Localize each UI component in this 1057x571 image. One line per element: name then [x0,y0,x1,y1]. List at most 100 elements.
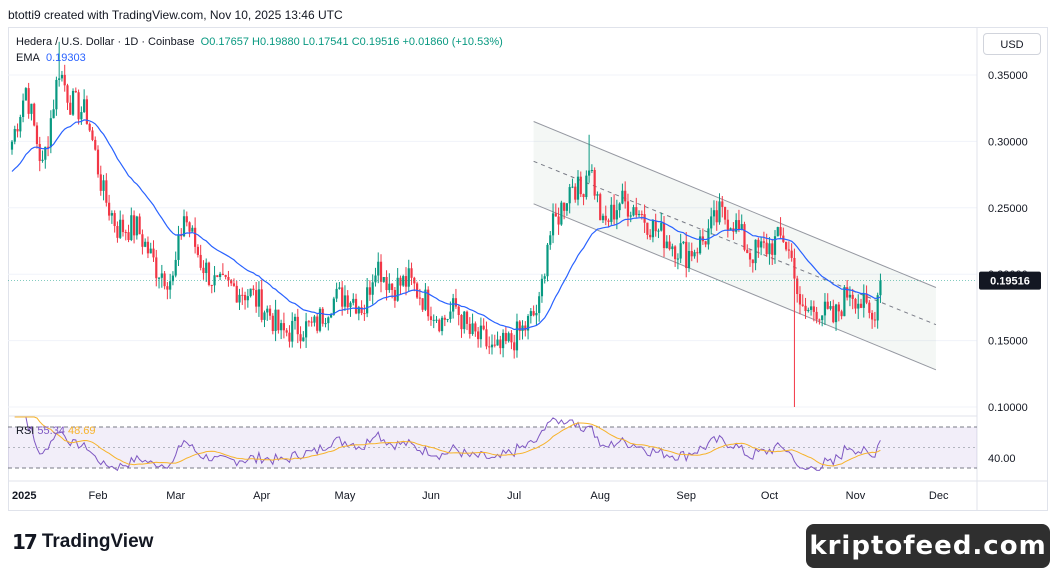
candle-body [568,187,571,204]
candle-body [213,275,216,286]
candle-body [205,262,208,274]
candle-body [155,257,158,279]
candle-body [174,259,177,276]
candle-body [865,293,868,303]
candle-body [194,227,197,247]
candle-body [232,283,236,286]
candle-body [440,317,444,332]
candle-body [410,268,413,278]
ema-legend[interactable]: EMA 0.19303 [16,52,86,64]
candle-body [421,298,424,310]
candle-body [85,99,89,124]
candle-body [626,201,630,217]
time-tick-label: Feb [89,490,108,502]
candle-body [804,305,807,312]
candle-body [163,273,166,287]
candle-body [132,215,136,236]
candle-body [796,278,799,295]
candle-body [868,302,871,313]
ema-value: 0.19303 [45,52,86,64]
candle-body [712,210,716,217]
candle-body [379,261,383,282]
candle-body [823,301,827,316]
candle-body [268,308,272,316]
candle-body [585,175,588,198]
candle-body [293,316,297,321]
candle-body [493,344,496,346]
candle-body [41,159,44,161]
candle-body [751,259,754,264]
candle-body [177,234,180,260]
candle-body [507,333,510,342]
candle-body [798,294,802,305]
channel-fill [533,121,936,370]
candle-body [252,288,255,291]
candle-body [141,234,144,247]
ema-label: EMA [16,52,40,64]
candle-body [124,232,127,234]
candle-body [743,224,746,250]
candle-body [543,276,546,279]
candle-body [526,316,530,331]
time-tick-label: Nov [846,490,866,502]
candle-body [288,332,291,342]
candle-body [385,277,388,291]
rsi-value: 55.34 [37,425,65,437]
candle-body [280,323,283,331]
candle-body [196,246,199,255]
candle-body [66,85,69,103]
candle-body [96,149,100,175]
candle-body [291,320,294,342]
candle-body [60,74,64,79]
candle-body [546,244,549,277]
candle-body [52,109,55,119]
candlestick-series [10,41,882,407]
candle-body [382,277,385,282]
price-tick-label: 0.30000 [988,136,1028,148]
currency-selector[interactable]: USD [983,33,1041,55]
candle-body [83,99,86,113]
candle-body [363,313,366,315]
candle-body [690,250,693,257]
symbol-legend[interactable]: Hedera / U.S. Dollar · 1D · Coinbase O0.… [16,36,503,48]
candle-body [332,298,335,315]
candle-body [873,319,876,321]
candle-body [435,319,438,321]
candle-body [135,216,138,236]
candle-body [318,308,322,331]
candle-body [352,298,355,303]
candle-body [660,222,663,231]
candle-body [809,306,813,310]
channel-lower-line [533,203,937,371]
candle-body [157,277,161,279]
candle-body [91,130,94,140]
time-tick-label: Apr [253,490,270,502]
candle-body [862,293,865,308]
chart-frame [8,27,1048,511]
candle-body [35,125,39,145]
tradingview-logo[interactable]: 17 TradingView [12,530,153,554]
candle-body [618,203,621,211]
candle-body [429,316,433,321]
candle-body [58,78,61,80]
candle-body [188,222,191,232]
candle-body [515,321,519,351]
candle-body [760,241,763,248]
candle-body [324,323,327,325]
candle-body [407,268,410,287]
candle-body [554,213,557,217]
ema-line [11,119,881,331]
candle-body [27,88,30,114]
candle-body [771,243,774,255]
candle-body [246,296,249,301]
candle-body [241,294,244,296]
time-tick-label: Sep [676,490,696,502]
candle-body [377,261,380,276]
time-tick-label: Dec [929,490,949,502]
rsi-legend[interactable]: RSI 55.34 48.69 [16,425,96,437]
candle-body [207,262,211,285]
candle-body [687,250,691,269]
candle-body [391,283,394,290]
candle-body [499,339,502,349]
